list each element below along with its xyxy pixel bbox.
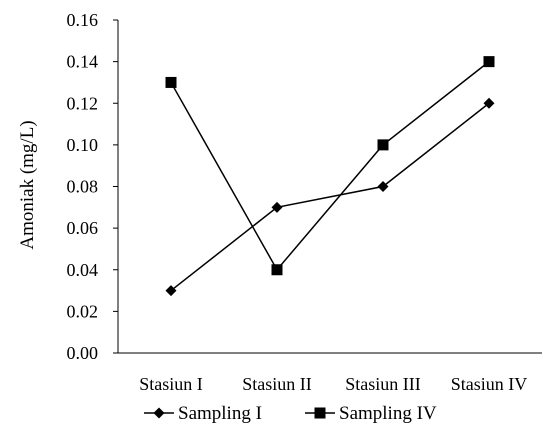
series-1: [165, 56, 495, 276]
data-point: [483, 97, 495, 109]
legend-item: Sampling IV: [305, 403, 437, 424]
legend-label: Sampling IV: [339, 403, 437, 424]
legend-marker: [153, 407, 165, 419]
y-tick-label: 0.14: [67, 52, 99, 72]
series-line: [170, 102, 490, 292]
y-tick-label: 0.10: [67, 135, 99, 155]
x-axis-ticks: Stasiun I Stasiun II Stasiun III Stasiun IV: [139, 374, 527, 394]
data-point: [377, 139, 389, 151]
y-axis-ticks: 0.00 0.02 0.04 0.06 0.08 0.10 0.12 0.14 0.16: [67, 10, 118, 363]
x-tick-label: Stasiun III: [345, 374, 421, 394]
x-tick-label: Stasiun I: [139, 374, 203, 394]
series-0: [165, 97, 495, 297]
legend-item: Sampling I: [144, 403, 262, 424]
y-tick-label: 0.04: [67, 260, 99, 280]
data-point: [271, 264, 283, 276]
data-point: [165, 76, 177, 88]
legend-label: Sampling I: [178, 403, 262, 424]
y-tick-label: 0.06: [67, 218, 99, 238]
legend: Sampling I Sampling IV: [144, 403, 437, 424]
data-point: [165, 285, 177, 297]
y-tick-label: 0.12: [67, 93, 99, 113]
series-line: [170, 61, 490, 272]
legend-marker: [314, 407, 326, 419]
y-axis-title: Amoniak (mg/L): [17, 120, 38, 249]
data-point: [271, 201, 283, 213]
x-tick-label: Stasiun II: [242, 374, 312, 394]
x-tick-label: Stasiun IV: [451, 374, 528, 394]
y-tick-label: 0.08: [67, 177, 99, 197]
data-point: [483, 56, 495, 68]
y-tick-label: 0.16: [67, 10, 99, 30]
series-layer: [165, 56, 495, 297]
y-tick-label: 0.02: [67, 301, 99, 321]
data-point: [377, 181, 389, 192]
y-tick-label: 0.00: [67, 343, 99, 363]
